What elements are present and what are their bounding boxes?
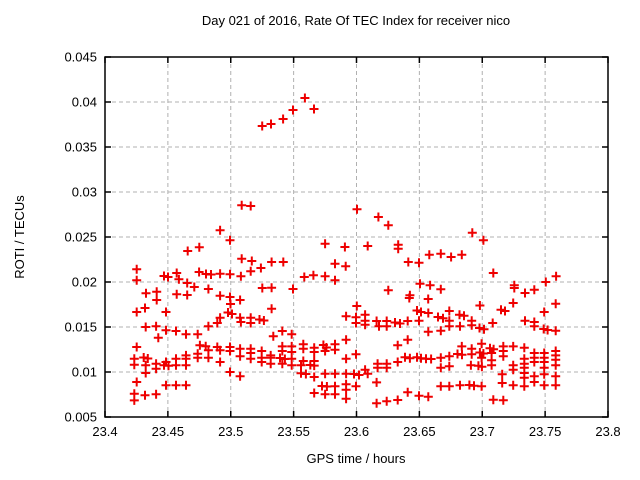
tick-labels: 23.4 23.45 23.5 23.55 23.6 23.65 23.7 23.75 23.8… [64,50,620,440]
tick-marks [104,56,609,418]
y-tick-label: 0.015 [64,320,97,335]
x-tick-label: 23.8 [595,424,620,439]
x-tick-label: 23.6 [344,424,369,439]
x-tick-label: 23.55 [277,424,310,439]
y-tick-label: 0.005 [64,410,97,425]
y-axis-label: ROTI / TECUs [12,195,27,279]
y-tick-label: 0.03 [72,185,97,200]
data-points [129,93,561,408]
x-tick-label: 23.75 [529,424,562,439]
y-tick-label: 0.04 [72,95,97,110]
y-tick-label: 0.01 [72,365,97,380]
grid-layer [105,57,608,417]
x-tick-label: 23.45 [152,424,185,439]
x-tick-label: 23.4 [92,424,117,439]
chart-title: Day 021 of 2016, Rate Of TEC Index for r… [202,13,510,28]
y-tick-label: 0.025 [64,230,97,245]
x-axis-label: GPS time / hours [307,451,406,466]
y-tick-label: 0.045 [64,50,97,65]
x-tick-label: 23.5 [218,424,243,439]
x-tick-label: 23.65 [403,424,436,439]
y-tick-label: 0.02 [72,275,97,290]
x-tick-label: 23.7 [470,424,495,439]
y-tick-label: 0.035 [64,140,97,155]
